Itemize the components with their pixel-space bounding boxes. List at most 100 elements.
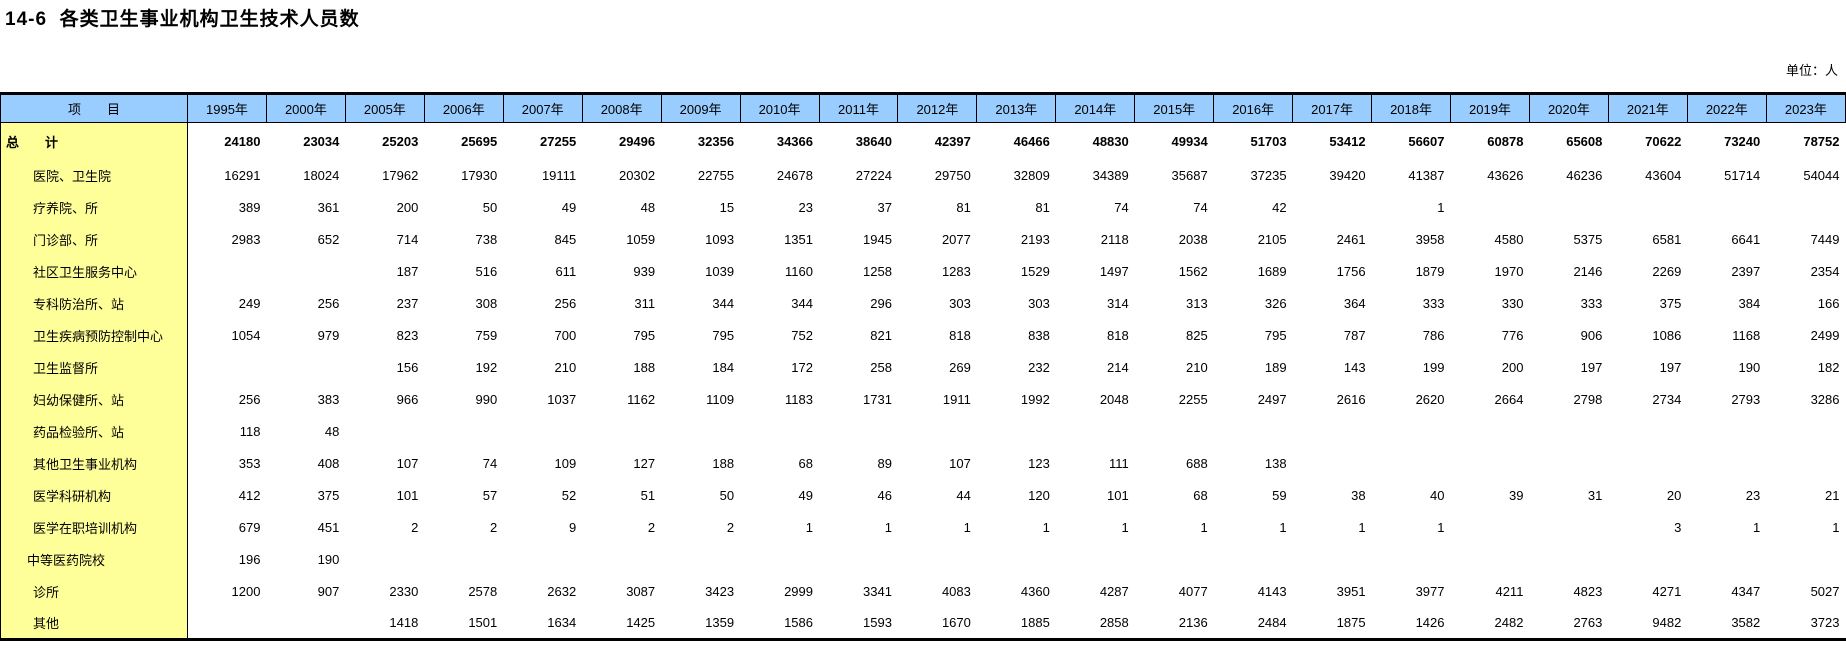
value-cell: 1586	[784, 615, 813, 631]
value-cell: 700	[554, 328, 577, 343]
value-cell: 53412	[1329, 133, 1366, 149]
value-cell: 2793	[1731, 392, 1761, 407]
year-header: 2009年	[660, 93, 741, 123]
value-cell: 1885	[1020, 615, 1050, 631]
value-cell: 389	[238, 200, 261, 215]
row-label: 总 计	[0, 122, 188, 160]
value-cell: 383	[317, 392, 340, 407]
value-cell: 3958	[1415, 232, 1445, 247]
value-cell: 2038	[1178, 232, 1208, 247]
value-cell: 4077	[1178, 584, 1208, 599]
value-cell: 49	[798, 488, 813, 503]
value-cell	[188, 256, 267, 288]
value-cell: 18024	[303, 168, 340, 183]
value-cell: 818	[1107, 328, 1129, 343]
value-cell	[266, 256, 345, 288]
row-label: 其他	[0, 607, 188, 640]
value-cell: 361	[317, 200, 340, 215]
value-cell: 32356	[697, 133, 735, 149]
row-label: 卫生监督所	[0, 351, 188, 384]
value-cell: 56607	[1408, 133, 1445, 149]
value-cell: 3	[1674, 520, 1682, 535]
value-cell	[1056, 544, 1135, 576]
value-cell	[503, 416, 582, 448]
table-row: 医学在职培训机构 679 451 2 2 9 2 2 1 1 1 1 1 1 1 1 1 3 1 1	[0, 511, 1846, 544]
value-cell: 109	[554, 456, 577, 471]
table-row: 中等医药院校 196 190	[0, 543, 1846, 576]
year-header: 2005年	[344, 93, 425, 123]
value-cell: 2616	[1336, 392, 1366, 407]
value-cell: 364	[1343, 296, 1366, 311]
value-cell: 22755	[697, 168, 735, 183]
value-cell: 1593	[863, 615, 892, 631]
value-cell: 333	[1580, 296, 1603, 311]
value-cell: 74	[482, 456, 498, 471]
value-cell: 20302	[618, 168, 656, 183]
year-header: 2010年	[739, 93, 820, 123]
value-cell: 979	[317, 328, 340, 343]
value-cell: 611	[555, 264, 577, 279]
value-cell: 41387	[1408, 168, 1445, 183]
table-row: 药品检验所、站 118 48	[0, 415, 1846, 448]
value-cell: 1283	[941, 264, 971, 279]
value-cell: 1970	[1494, 264, 1524, 279]
statistics-table: 项 目 1995年 2000年 2005年 2006年 2007年 2008年 2009年 2…	[0, 92, 1846, 641]
value-cell: 2734	[1652, 392, 1682, 407]
value-cell: 156	[396, 360, 419, 375]
value-cell: 249	[238, 296, 261, 311]
value-cell: 2354	[1810, 264, 1840, 279]
value-cell: 1	[1042, 520, 1050, 535]
value-cell	[740, 544, 819, 576]
value-cell: 6581	[1652, 232, 1682, 247]
value-cell: 1670	[941, 615, 971, 631]
value-cell: 3582	[1731, 615, 1761, 631]
year-header: 2022年	[1686, 93, 1767, 123]
value-cell: 3087	[626, 584, 656, 599]
year-header: 2012年	[897, 93, 978, 123]
value-cell: 1	[1437, 200, 1445, 215]
value-cell: 23	[1745, 488, 1761, 503]
value-cell: 1258	[863, 264, 892, 279]
value-cell: 1	[1832, 520, 1840, 535]
value-cell: 408	[317, 456, 340, 471]
value-cell: 50	[482, 200, 498, 215]
value-cell: 1689	[1257, 264, 1287, 279]
value-cell: 73240	[1724, 133, 1761, 149]
value-cell	[424, 544, 503, 576]
value-cell: 4143	[1257, 584, 1287, 599]
value-cell: 1911	[942, 392, 971, 407]
value-cell: 353	[238, 456, 261, 471]
value-cell: 192	[475, 360, 498, 375]
value-cell: 50	[719, 488, 735, 503]
value-cell: 74	[1193, 200, 1208, 215]
value-cell: 172	[791, 360, 813, 375]
value-cell: 199	[1422, 360, 1445, 375]
value-cell: 214	[1107, 360, 1129, 375]
value-cell: 1	[1200, 520, 1208, 535]
value-cell	[1529, 416, 1608, 448]
value-cell: 111	[1108, 456, 1129, 471]
value-cell: 2255	[1178, 392, 1208, 407]
value-cell: 51703	[1250, 133, 1287, 149]
value-cell: 2193	[1020, 232, 1050, 247]
value-cell: 2048	[1099, 392, 1129, 407]
value-cell	[661, 544, 740, 576]
value-cell: 210	[1185, 360, 1208, 375]
value-cell: 1756	[1336, 264, 1366, 279]
value-cell: 738	[475, 232, 498, 247]
value-cell: 4287	[1099, 584, 1129, 599]
year-header: 2015年	[1134, 93, 1215, 123]
value-cell: 31	[1587, 488, 1603, 503]
value-cell: 182	[1817, 360, 1840, 375]
row-label: 妇幼保健所、站	[0, 383, 188, 416]
value-cell	[1451, 192, 1530, 224]
value-cell: 74	[1114, 200, 1129, 215]
table-row: 总 计 24180 23034 25203 25695 27255 29496 32356 34…	[0, 122, 1846, 160]
value-cell: 123	[1028, 456, 1050, 471]
value-cell: 3977	[1415, 584, 1445, 599]
value-cell: 38	[1351, 488, 1366, 503]
value-cell: 2983	[231, 232, 261, 247]
value-cell: 48830	[1092, 133, 1129, 149]
value-cell: 39420	[1329, 168, 1366, 183]
value-cell: 1	[963, 520, 971, 535]
